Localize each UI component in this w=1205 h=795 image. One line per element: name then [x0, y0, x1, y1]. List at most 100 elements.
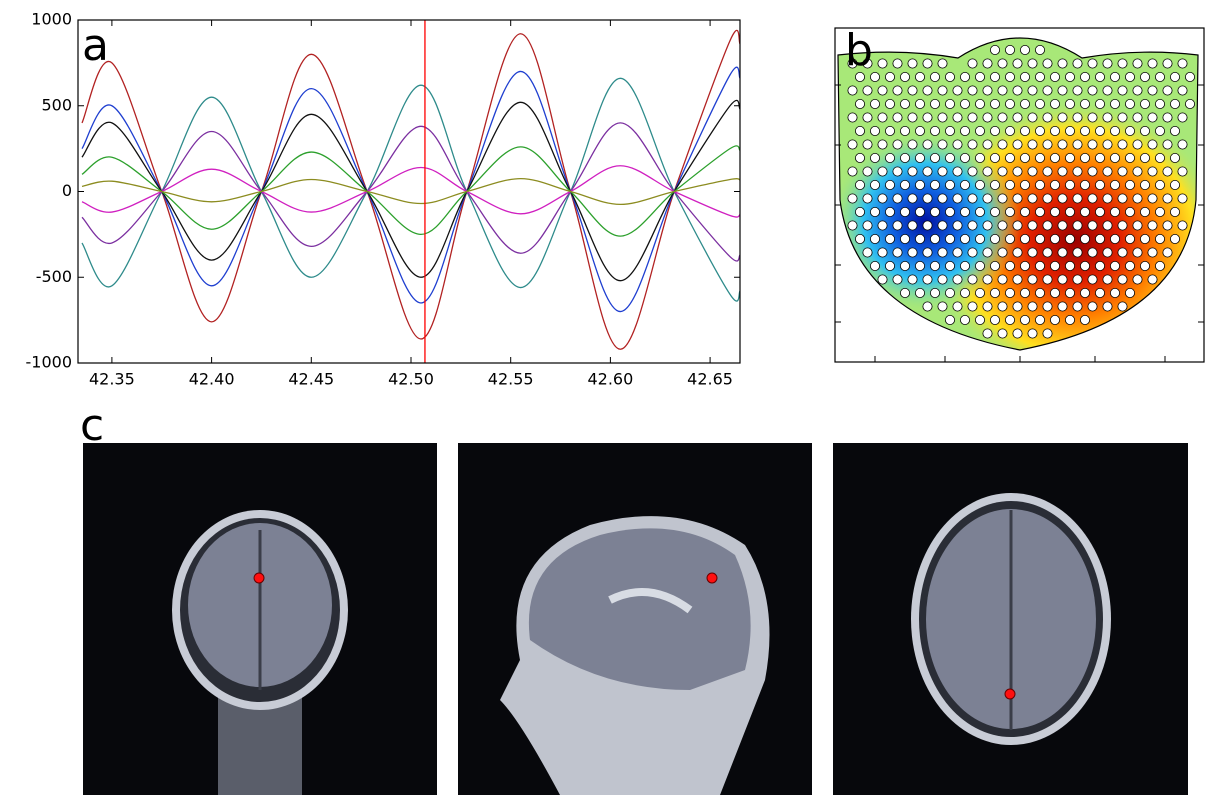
sensor — [863, 167, 872, 176]
sensor — [975, 72, 984, 81]
sensor — [908, 194, 917, 203]
panel-c: c — [80, 400, 1188, 795]
mri-coronal — [83, 443, 437, 795]
sensor — [1163, 194, 1172, 203]
sensor — [885, 72, 894, 81]
sensor — [1095, 234, 1104, 243]
sensor — [1005, 180, 1014, 189]
sensor — [1103, 140, 1112, 149]
sensor — [1148, 59, 1157, 68]
sensor — [1028, 167, 1037, 176]
sensor — [1028, 221, 1037, 230]
sensor — [1140, 99, 1149, 108]
sensor — [878, 59, 887, 68]
sensor — [1133, 221, 1142, 230]
sensor — [863, 194, 872, 203]
sensor — [1005, 288, 1014, 297]
sensor — [1095, 99, 1104, 108]
y-tick-label: 0 — [62, 181, 72, 200]
sensor — [1073, 86, 1082, 95]
sensor — [1020, 72, 1029, 81]
sensor — [1155, 99, 1164, 108]
sensor — [908, 59, 917, 68]
sensor — [975, 180, 984, 189]
sensor — [878, 275, 887, 284]
sensor — [1170, 72, 1179, 81]
sensor — [908, 248, 917, 257]
sensor — [1125, 72, 1134, 81]
sensor — [998, 275, 1007, 284]
sensor — [908, 221, 917, 230]
sensor — [968, 248, 977, 257]
sensor — [1073, 140, 1082, 149]
sensor — [990, 153, 999, 162]
sensor — [1155, 207, 1164, 216]
sensor — [1110, 288, 1119, 297]
sensor — [953, 221, 962, 230]
sensor — [863, 140, 872, 149]
sensor — [1073, 248, 1082, 257]
sensor — [938, 302, 947, 311]
sensor — [1035, 153, 1044, 162]
sensor — [1020, 261, 1029, 270]
sensor — [1170, 153, 1179, 162]
sensor — [1170, 99, 1179, 108]
mri-sagittal — [458, 443, 812, 795]
sensor — [1088, 167, 1097, 176]
sensor — [1013, 167, 1022, 176]
sensor — [893, 248, 902, 257]
sensor — [968, 275, 977, 284]
sensor — [1020, 288, 1029, 297]
x-tick-label: 42.65 — [687, 370, 733, 389]
sensor — [885, 153, 894, 162]
sensor — [1020, 207, 1029, 216]
sensor — [893, 194, 902, 203]
sensor — [900, 99, 909, 108]
sensor — [983, 329, 992, 338]
sensor — [1110, 153, 1119, 162]
sensor — [983, 248, 992, 257]
sensor — [1028, 248, 1037, 257]
sensor — [938, 248, 947, 257]
sensor — [930, 99, 939, 108]
sensor — [1013, 329, 1022, 338]
sensor — [848, 194, 857, 203]
sensor — [1125, 234, 1134, 243]
sensor — [930, 261, 939, 270]
sensor — [960, 72, 969, 81]
sensor — [1058, 302, 1067, 311]
sensor — [983, 140, 992, 149]
sensor — [1140, 180, 1149, 189]
sensor — [915, 180, 924, 189]
sensor — [1020, 126, 1029, 135]
sensor — [1050, 180, 1059, 189]
sensor — [998, 221, 1007, 230]
sensor — [968, 302, 977, 311]
sensor — [1140, 72, 1149, 81]
sensor — [855, 99, 864, 108]
sensor — [968, 167, 977, 176]
sensor — [900, 180, 909, 189]
sensor — [923, 302, 932, 311]
sensor — [1178, 167, 1187, 176]
sensor — [1110, 261, 1119, 270]
sensor — [1148, 86, 1157, 95]
sensor — [953, 167, 962, 176]
sensor — [960, 234, 969, 243]
sensor — [1148, 275, 1157, 284]
sensor — [983, 302, 992, 311]
sensor — [1073, 113, 1082, 122]
sensor — [983, 59, 992, 68]
sensor — [1103, 113, 1112, 122]
sensor — [1028, 194, 1037, 203]
sensor — [1058, 221, 1067, 230]
sensor — [1088, 302, 1097, 311]
sensor — [878, 221, 887, 230]
sensor — [945, 99, 954, 108]
sensor — [1080, 126, 1089, 135]
sensor — [1035, 315, 1044, 324]
figure: a -1000-5000500100042.3542.4042.4542.504… — [0, 0, 1205, 795]
sensor — [870, 153, 879, 162]
x-tick-label: 42.60 — [587, 370, 633, 389]
